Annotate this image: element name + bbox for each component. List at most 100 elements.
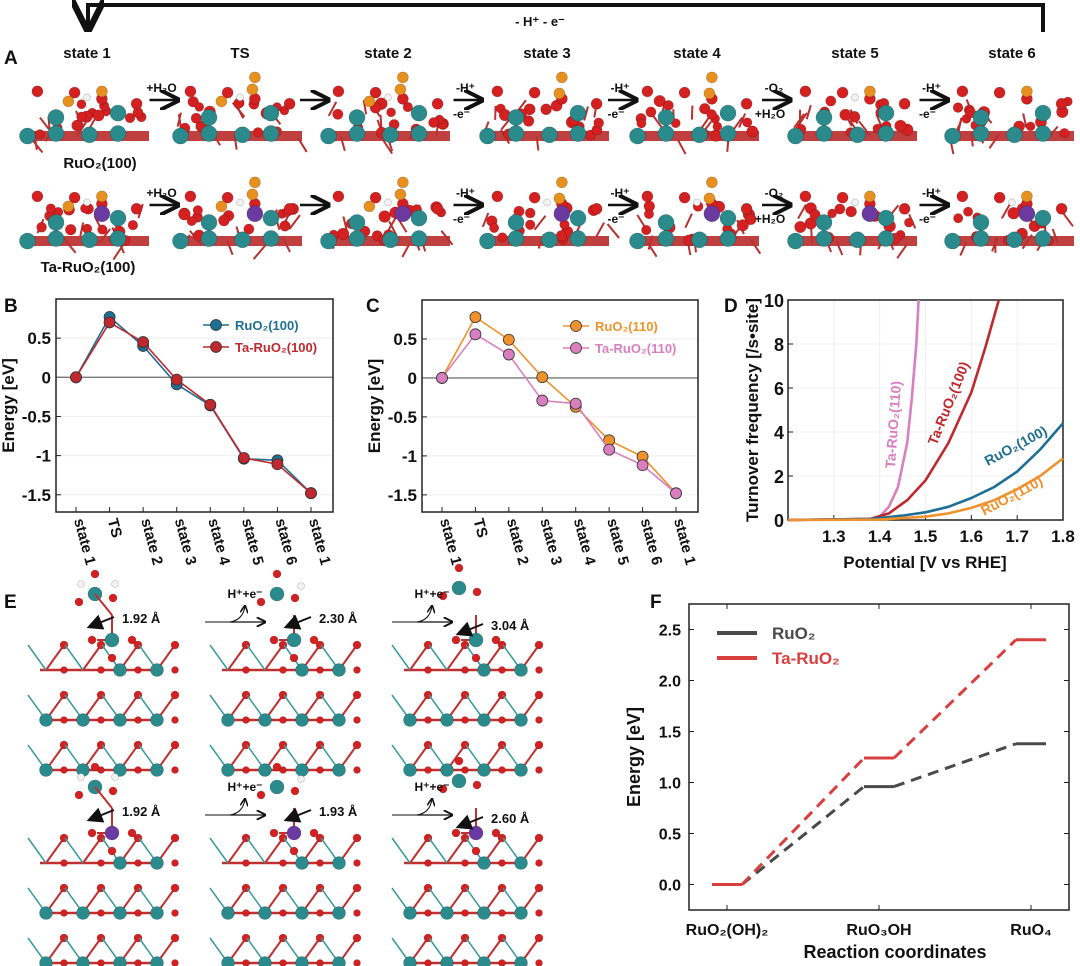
oxygen-atom: [438, 784, 448, 794]
cycle-label: - H⁺ - e⁻: [515, 14, 565, 29]
hydrogen-atom: [111, 773, 119, 781]
atomic-structure: [19, 85, 149, 154]
ruthenium-atom: [262, 230, 280, 247]
bond: [281, 237, 291, 253]
legend-marker: [570, 320, 582, 332]
oxygen-atom: [87, 828, 97, 838]
oxygen-atom: [461, 716, 469, 724]
oxygen-atom: [316, 909, 324, 917]
oxygen-atom: [352, 933, 362, 943]
bond: [810, 228, 814, 243]
ruthenium-atom: [295, 713, 309, 727]
distance-arrow-icon: [86, 807, 115, 823]
x-tick-label: state 1: [70, 517, 99, 567]
ruthenium-atom: [569, 104, 587, 122]
bond: [440, 230, 454, 246]
oxygen-atom: [221, 191, 234, 204]
x-tick-label: state 3: [536, 517, 565, 567]
bond: [1000, 203, 1011, 219]
oxygen-atom: [336, 227, 350, 241]
hydrogen-atom: [693, 198, 701, 207]
data-point: [536, 394, 549, 407]
ruthenium-atom: [104, 632, 120, 648]
y-tick-label: 4: [774, 423, 784, 443]
oxygen-atom: [184, 85, 197, 98]
data-point: [603, 443, 616, 456]
bond: [246, 644, 266, 671]
ruthenium-atom: [19, 232, 36, 250]
oxygen-atom: [963, 206, 974, 217]
oxygen-atom: [97, 224, 108, 235]
step-label-bottom: -e⁻: [607, 212, 624, 226]
ruthenium-atom: [569, 209, 587, 227]
bond: [793, 113, 805, 129]
hydrogen-atom: [83, 93, 91, 102]
y-tick-label: 1.5: [659, 725, 681, 742]
distance-arrow-icon: [283, 807, 312, 823]
oxygen-atom: [108, 786, 118, 796]
oxygen-atom: [134, 859, 142, 867]
adsorbate-oxygen-atom: [62, 95, 75, 108]
chart-panel-f: 0.0 0.5 1.0 1.5 2.0 2.5 RuO₂(OH)₂ RuO₃OH RuO₄ Rea…: [624, 603, 1070, 962]
oxygen-atom: [498, 766, 506, 774]
oxygen-atom: [636, 118, 647, 129]
ruthenium-atom: [1034, 104, 1052, 122]
oxygen-atom: [836, 191, 849, 204]
oxygen-atom: [472, 780, 482, 790]
oxygen-atom: [498, 959, 506, 966]
ruthenium-atom: [815, 109, 833, 126]
ruthenium-atom: [234, 231, 251, 249]
oxygen-atom: [352, 690, 362, 700]
ruthenium-atom: [944, 127, 961, 145]
row-label: RuO₂(100): [63, 155, 136, 172]
oxygen-atom: [170, 640, 180, 650]
atomic-structure: [320, 71, 450, 155]
adsorbate-oxygen-atom: [363, 95, 376, 108]
ruthenium-atom: [332, 856, 346, 870]
oxygen-atom: [663, 100, 674, 111]
oxygen-atom: [76, 111, 87, 123]
oxygen-atom: [740, 203, 753, 215]
oxygen-atom: [827, 208, 837, 219]
ruthenium-atom: [629, 127, 646, 145]
bond: [875, 113, 884, 129]
ruthenium-atom: [109, 230, 127, 247]
step-label: H⁺+e⁻: [414, 587, 449, 601]
bond: [401, 242, 411, 258]
y-tick-label: -1.5: [22, 486, 51, 505]
x-tick-label: state 5: [238, 517, 267, 567]
data-point: [636, 459, 649, 472]
legend-marker: [210, 341, 222, 353]
oxygen-atom: [127, 635, 137, 645]
step-label: H⁺+e⁻: [227, 780, 262, 794]
ruthenium-atom: [507, 214, 525, 231]
y-tick-label: 0: [408, 369, 417, 388]
x-tick-label: state 5: [603, 517, 632, 567]
adsorbate-oxygen-atom: [556, 71, 568, 84]
ruthenium-atom: [477, 663, 491, 677]
y-tick-label: 0: [774, 511, 784, 531]
ruthenium-atom: [815, 230, 833, 247]
oxygen-atom: [524, 207, 536, 219]
bond-distance-label: 2.30 Å: [319, 611, 358, 626]
ruthenium-atom: [76, 906, 90, 920]
oxygen-atom: [424, 909, 432, 917]
hydrogen-atom: [83, 198, 91, 207]
oxygen-atom: [369, 86, 382, 99]
bond: [606, 223, 620, 239]
oxygen-atom: [316, 666, 324, 674]
ruthenium-atom: [150, 763, 164, 777]
bond: [45, 644, 65, 671]
oxygen-atom: [90, 762, 100, 772]
ruthenium-atom: [477, 856, 491, 870]
oxygen-atom: [424, 766, 432, 774]
oxygen-atom: [956, 190, 969, 203]
oxygen-atom: [498, 859, 506, 867]
oxygen-atom: [283, 98, 296, 110]
oxygen-atom: [643, 208, 655, 220]
oxygen-atom: [31, 190, 44, 203]
oxygen-atom: [68, 86, 81, 99]
ruthenium-atom: [877, 125, 895, 142]
bond: [1022, 113, 1028, 128]
